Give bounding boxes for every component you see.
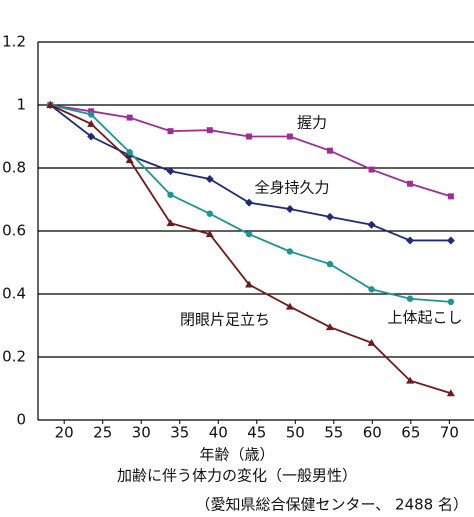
x-tick-label: 25 — [93, 424, 112, 442]
marker — [167, 128, 174, 135]
marker — [325, 323, 334, 331]
x-tick-label: 20 — [55, 424, 74, 442]
marker — [206, 127, 213, 134]
marker — [406, 376, 415, 384]
series-line — [50, 104, 452, 198]
marker — [286, 133, 293, 140]
marker — [325, 212, 334, 221]
series-label: 閉眼片足立ち — [180, 311, 270, 329]
y-tick-label: 0.2 — [2, 348, 26, 366]
series-label: 全身持久力 — [254, 179, 329, 197]
marker — [125, 156, 134, 164]
series-line — [49, 104, 451, 242]
marker — [326, 260, 334, 268]
marker — [245, 198, 254, 207]
marker — [205, 230, 214, 238]
marker — [326, 147, 333, 154]
marker — [205, 175, 214, 184]
marker — [406, 236, 415, 245]
y-tick-label: 0.6 — [2, 222, 26, 240]
marker — [368, 166, 375, 173]
marker — [167, 191, 174, 198]
marker — [166, 167, 175, 176]
marker — [87, 111, 95, 118]
marker — [206, 210, 213, 217]
x-tick-label: 65 — [401, 424, 420, 442]
marker — [367, 220, 376, 229]
y-tick-label: 0.4 — [2, 285, 26, 303]
x-tick-label: 45 — [247, 424, 266, 442]
marker — [285, 302, 294, 310]
y-tick-label: 1.2 — [2, 33, 26, 51]
marker — [166, 219, 175, 227]
marker — [447, 298, 455, 306]
marker — [246, 133, 253, 140]
marker — [245, 230, 253, 238]
series-label: 上体起こし — [387, 309, 462, 327]
marker — [446, 389, 455, 397]
x-tick-label: 35 — [170, 424, 189, 442]
x-tick-label: 70 — [440, 424, 459, 442]
y-tick-label: 1 — [16, 96, 26, 114]
marker — [446, 236, 455, 245]
x-tick-label: 60 — [363, 424, 382, 442]
marker — [126, 114, 133, 121]
marker — [245, 280, 254, 288]
subtitle: 加齢に伴う体力の変化（一般男性） — [117, 467, 357, 485]
x-tick-label: 30 — [132, 424, 151, 442]
marker — [126, 149, 133, 156]
marker — [285, 204, 294, 213]
marker — [447, 193, 454, 200]
marker — [368, 286, 375, 293]
marker — [367, 338, 376, 346]
marker — [407, 180, 414, 187]
x-axis-title: 年齢（歳） — [199, 446, 274, 464]
series-label: 握力 — [297, 114, 327, 132]
source: （愛知県総合保健センター、 2488 名） — [195, 496, 468, 514]
x-tick-label: 50 — [286, 424, 305, 442]
marker — [406, 295, 414, 302]
marker — [286, 248, 294, 255]
series-line — [49, 104, 452, 395]
marker — [87, 132, 96, 141]
y-tick-label: 0.8 — [2, 159, 26, 177]
marker — [87, 119, 96, 127]
y-tick-label: 0 — [16, 411, 26, 429]
marker — [46, 101, 55, 108]
x-tick-label: 55 — [324, 424, 343, 442]
x-tick-label: 40 — [209, 424, 228, 442]
